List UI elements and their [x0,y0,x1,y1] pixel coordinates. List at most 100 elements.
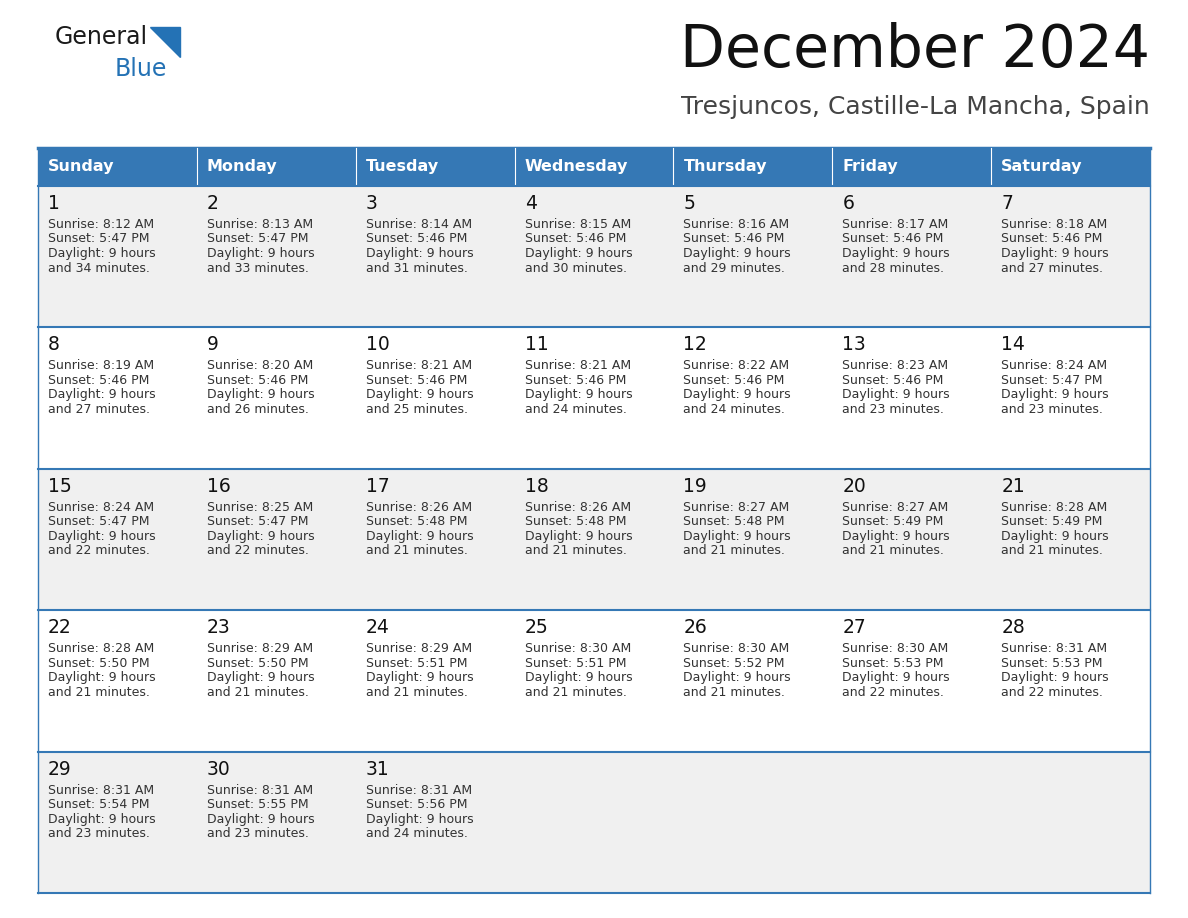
Bar [514,610,674,752]
Bar [197,186,355,328]
Text: and 30 minutes.: and 30 minutes. [525,262,626,274]
Text: Sunrise: 8:31 AM: Sunrise: 8:31 AM [1001,643,1107,655]
Text: Daylight: 9 hours: Daylight: 9 hours [366,388,473,401]
Polygon shape [150,27,181,57]
Text: 6: 6 [842,194,854,213]
Text: Sunrise: 8:25 AM: Sunrise: 8:25 AM [207,501,314,514]
Text: 31: 31 [366,759,390,778]
Text: Sunset: 5:50 PM: Sunset: 5:50 PM [48,656,150,670]
Text: Sunset: 5:56 PM: Sunset: 5:56 PM [366,798,467,812]
Text: 19: 19 [683,476,707,496]
Bar [355,328,514,469]
Text: 25: 25 [525,618,549,637]
Text: Sunrise: 8:28 AM: Sunrise: 8:28 AM [1001,501,1107,514]
Bar [833,148,991,186]
Bar [355,752,514,893]
Text: Daylight: 9 hours: Daylight: 9 hours [842,388,950,401]
Text: Daylight: 9 hours: Daylight: 9 hours [48,671,156,684]
Bar [514,752,674,893]
Text: Sunrise: 8:21 AM: Sunrise: 8:21 AM [525,360,631,373]
Text: Sunset: 5:46 PM: Sunset: 5:46 PM [683,374,785,386]
Text: 13: 13 [842,335,866,354]
Text: Sunrise: 8:24 AM: Sunrise: 8:24 AM [1001,360,1107,373]
Text: Sunset: 5:55 PM: Sunset: 5:55 PM [207,798,309,812]
Text: Sunday: Sunday [48,160,114,174]
Text: Daylight: 9 hours: Daylight: 9 hours [366,812,473,825]
Text: Sunrise: 8:30 AM: Sunrise: 8:30 AM [683,643,790,655]
Text: Sunset: 5:48 PM: Sunset: 5:48 PM [525,515,626,528]
Bar [833,469,991,610]
Text: and 23 minutes.: and 23 minutes. [48,827,150,840]
Text: Sunrise: 8:29 AM: Sunrise: 8:29 AM [366,643,472,655]
Bar [197,328,355,469]
Text: Daylight: 9 hours: Daylight: 9 hours [366,247,473,260]
Text: 22: 22 [48,618,71,637]
Bar [514,186,674,328]
Text: Daylight: 9 hours: Daylight: 9 hours [683,247,791,260]
Bar [674,148,833,186]
Bar [355,186,514,328]
Text: Daylight: 9 hours: Daylight: 9 hours [525,388,632,401]
Bar [355,148,514,186]
Text: and 33 minutes.: and 33 minutes. [207,262,309,274]
Text: Wednesday: Wednesday [525,160,628,174]
Text: 9: 9 [207,335,219,354]
Text: Sunrise: 8:18 AM: Sunrise: 8:18 AM [1001,218,1107,231]
Text: Sunset: 5:49 PM: Sunset: 5:49 PM [1001,515,1102,528]
Text: Sunset: 5:46 PM: Sunset: 5:46 PM [525,374,626,386]
Text: Sunrise: 8:26 AM: Sunrise: 8:26 AM [366,501,472,514]
Bar [991,610,1150,752]
Text: Sunrise: 8:31 AM: Sunrise: 8:31 AM [366,784,472,797]
Text: Tuesday: Tuesday [366,160,438,174]
Text: Sunrise: 8:26 AM: Sunrise: 8:26 AM [525,501,631,514]
Text: General: General [55,25,148,49]
Bar [197,610,355,752]
Text: Monday: Monday [207,160,278,174]
Bar [833,328,991,469]
Text: Sunrise: 8:15 AM: Sunrise: 8:15 AM [525,218,631,231]
Text: 11: 11 [525,335,549,354]
Bar [674,186,833,328]
Text: Sunset: 5:47 PM: Sunset: 5:47 PM [48,515,150,528]
Text: Sunrise: 8:24 AM: Sunrise: 8:24 AM [48,501,154,514]
Text: and 34 minutes.: and 34 minutes. [48,262,150,274]
Bar [833,752,991,893]
Text: Daylight: 9 hours: Daylight: 9 hours [525,671,632,684]
Bar [38,328,197,469]
Text: Blue: Blue [115,57,168,81]
Text: and 21 minutes.: and 21 minutes. [842,544,944,557]
Text: Sunrise: 8:28 AM: Sunrise: 8:28 AM [48,643,154,655]
Text: and 21 minutes.: and 21 minutes. [207,686,309,699]
Text: 2: 2 [207,194,219,213]
Text: Sunset: 5:54 PM: Sunset: 5:54 PM [48,798,150,812]
Text: Sunrise: 8:19 AM: Sunrise: 8:19 AM [48,360,154,373]
Text: Thursday: Thursday [683,160,767,174]
Text: and 25 minutes.: and 25 minutes. [366,403,468,416]
Text: 10: 10 [366,335,390,354]
Text: Daylight: 9 hours: Daylight: 9 hours [366,530,473,543]
Text: 18: 18 [525,476,549,496]
Text: and 22 minutes.: and 22 minutes. [48,544,150,557]
Text: 15: 15 [48,476,71,496]
Text: Sunset: 5:51 PM: Sunset: 5:51 PM [525,656,626,670]
Text: Daylight: 9 hours: Daylight: 9 hours [683,530,791,543]
Text: and 21 minutes.: and 21 minutes. [525,686,626,699]
Text: Daylight: 9 hours: Daylight: 9 hours [842,247,950,260]
Text: Sunset: 5:46 PM: Sunset: 5:46 PM [1001,232,1102,245]
Bar [991,186,1150,328]
Text: Sunrise: 8:17 AM: Sunrise: 8:17 AM [842,218,948,231]
Text: Friday: Friday [842,160,898,174]
Text: 30: 30 [207,759,230,778]
Bar [991,148,1150,186]
Bar [197,752,355,893]
Bar [514,148,674,186]
Bar [197,469,355,610]
Text: 26: 26 [683,618,707,637]
Text: Daylight: 9 hours: Daylight: 9 hours [1001,388,1108,401]
Text: and 31 minutes.: and 31 minutes. [366,262,468,274]
Text: Daylight: 9 hours: Daylight: 9 hours [48,812,156,825]
Text: and 22 minutes.: and 22 minutes. [1001,686,1102,699]
Text: Sunset: 5:46 PM: Sunset: 5:46 PM [48,374,150,386]
Text: and 23 minutes.: and 23 minutes. [207,827,309,840]
Text: Sunrise: 8:16 AM: Sunrise: 8:16 AM [683,218,790,231]
